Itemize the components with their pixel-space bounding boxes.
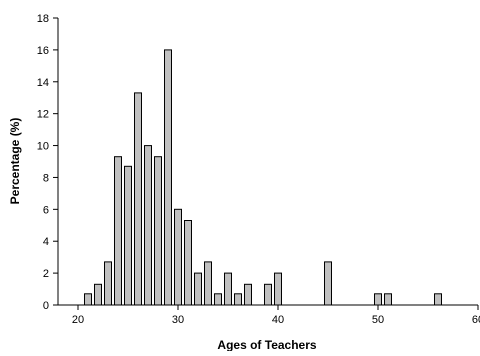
x-tick-label-20: 20 xyxy=(72,314,84,326)
bar-age-35 xyxy=(224,272,232,306)
bar-age-25 xyxy=(124,165,132,306)
bar-age-45 xyxy=(324,261,332,306)
x-ticks-group: 20 30 40 50 60 xyxy=(72,305,480,326)
bar-age-34 xyxy=(214,293,222,306)
x-axis-title: Ages of Teachers xyxy=(217,338,316,351)
bar-age-37 xyxy=(244,283,252,306)
y-tick-label-0: 0 xyxy=(43,300,49,312)
bar-age-30 xyxy=(174,208,182,306)
y-tick-label-4: 4 xyxy=(43,236,49,248)
bar-age-50 xyxy=(374,293,382,306)
bar-age-32 xyxy=(194,272,202,306)
bar-age-22 xyxy=(94,283,102,306)
bar-age-40 xyxy=(274,272,282,306)
y-tick-label-18: 18 xyxy=(37,13,49,25)
x-tick-label-50: 50 xyxy=(372,314,384,326)
y-axis-title: Percentage (%) xyxy=(8,118,22,205)
axes-group xyxy=(57,18,478,306)
bar-age-27 xyxy=(144,145,152,306)
bar-age-56 xyxy=(434,293,442,306)
x-tick-label-60: 60 xyxy=(472,314,480,326)
x-tick-label-40: 40 xyxy=(272,314,284,326)
bar-age-28 xyxy=(154,156,162,306)
bar-age-39 xyxy=(264,283,272,306)
bar-age-21 xyxy=(84,293,92,306)
y-tick-label-6: 6 xyxy=(43,204,49,216)
bar-age-51 xyxy=(384,293,392,306)
y-tick-label-10: 10 xyxy=(37,141,49,153)
x-tick-label-30: 30 xyxy=(172,314,184,326)
y-tick-label-12: 12 xyxy=(37,109,49,121)
bar-age-36 xyxy=(234,293,242,306)
y-ticks-group: 0 2 4 6 8 10 12 14 16 18 xyxy=(37,13,58,312)
bars-group xyxy=(84,49,442,306)
bar-age-26 xyxy=(134,92,142,306)
y-tick-label-16: 16 xyxy=(37,45,49,57)
y-tick-label-14: 14 xyxy=(37,77,49,89)
bar-age-29 xyxy=(164,49,172,306)
bar-age-31 xyxy=(184,220,192,306)
bar-age-24 xyxy=(114,156,122,306)
y-tick-label-8: 8 xyxy=(43,172,49,184)
bar-age-33 xyxy=(204,261,212,306)
bar-age-23 xyxy=(104,261,112,306)
y-tick-label-2: 2 xyxy=(43,268,49,280)
